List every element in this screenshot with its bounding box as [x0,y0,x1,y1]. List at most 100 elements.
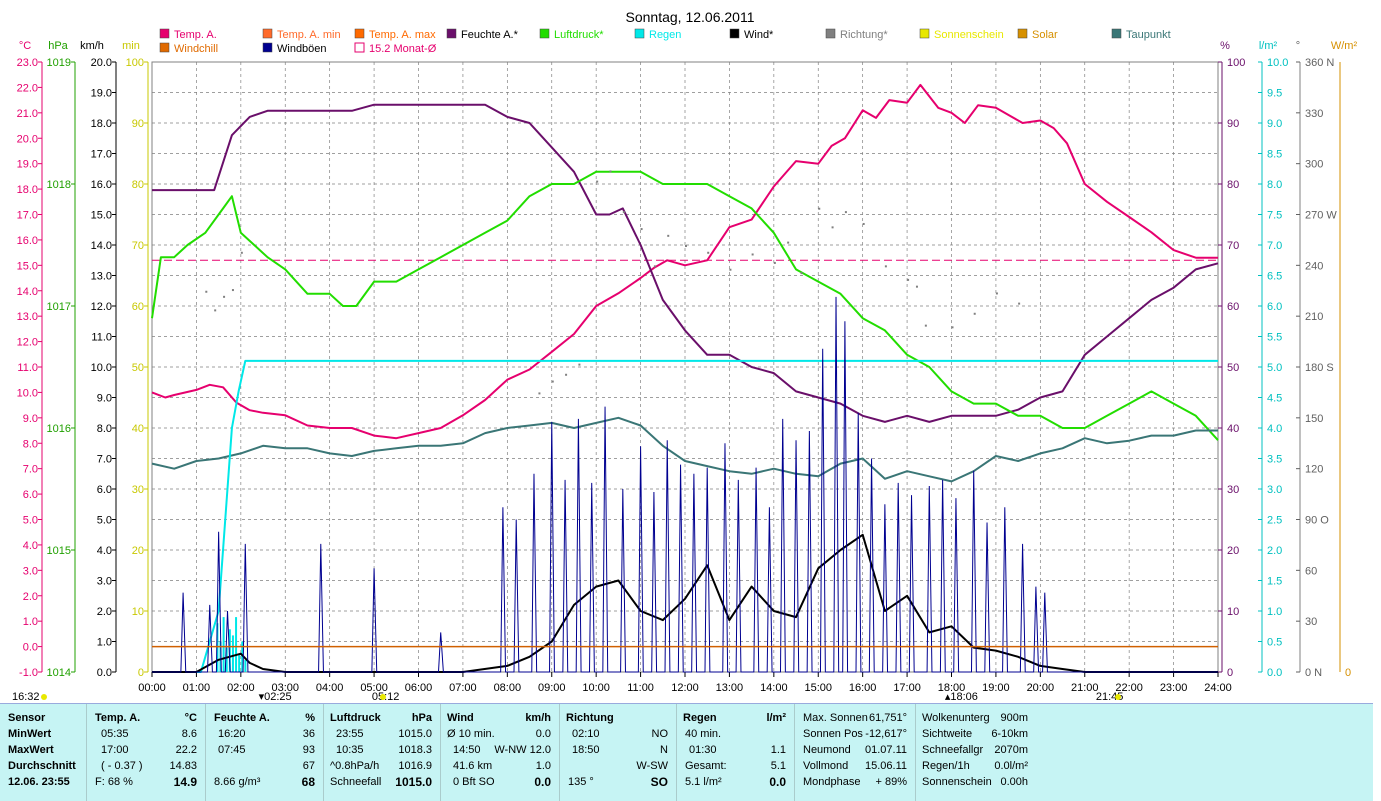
time-tick-22: 22:00 [1115,682,1143,694]
direction-block: Richtung 02:10 NO 18:50 N W-SW 135 ° SO [560,704,677,801]
time-tick-10: 10:00 [582,682,610,694]
temp-tick-4: 19.0 [17,159,38,171]
series-richtung-point-0 [205,290,208,293]
rain-bar-4 [228,629,231,672]
temp-min-value: 8.6 [181,728,197,740]
humidity-tick-10: 0 [1227,667,1233,679]
sun-icon-left [41,694,47,700]
extra-row5-label: Sonnenschein [922,776,992,788]
rain-total-label: Gesamt: [685,760,727,772]
rain-tick-19: 0.5 [1267,637,1282,649]
extra-block: Wolkenunterg 900m Sichtweite 6-10km Schnee… [916,704,1032,801]
series-richtung-point-25 [862,222,865,225]
direction-tick-12: 0 N [1305,667,1322,679]
series-richtung-point-3 [231,289,234,292]
legend-swatch-6 [729,28,740,39]
astro-block: Max. Sonnen 61,751° Sonnen Pos -12,617° Ne… [795,704,916,801]
wind-tick-14: 6.0 [97,484,112,496]
astro-row4-label: Vollmond [803,760,849,772]
humidity-tick-0: 100 [1227,57,1245,69]
rain-tick-5: 7.5 [1267,210,1282,222]
humidity-tick-5: 50 [1227,362,1239,374]
series-richtung-point-19 [773,261,776,264]
legend-swatch-11 [159,42,170,53]
pressure-max-time: 10:35 [336,744,364,756]
extra-row4-value: 0.0l/m² [994,760,1028,772]
rain-tick-11: 4.5 [1267,393,1282,405]
legend-swatch-1 [262,28,273,39]
rain-tick-2: 9.0 [1267,118,1282,130]
rain-bar-0 [216,623,219,672]
series-richtung-point-20 [787,241,790,244]
unit-sun: min [122,40,140,52]
humidity-min-time: 16:20 [218,728,246,740]
temp-tick-22: 1.0 [23,616,38,628]
wind-tick-20: 0.0 [97,667,112,679]
rain-tick-0: 10.0 [1267,57,1288,69]
legend-label-7: Richtung* [840,29,888,41]
pressure-tick-5: 1014 [47,667,71,679]
wind-tick-9: 11.0 [91,332,112,344]
wind-tick-18: 2.0 [97,606,112,618]
time-tick-21: 21:00 [1071,682,1099,694]
time-tick-24: 24:00 [1204,682,1232,694]
wind-max-value: W-NW 12.0 [494,744,551,756]
temp-max-time: 17:00 [101,744,129,756]
wind-tick-10: 10.0 [91,362,112,374]
extra-row2-value: 6-10km [991,728,1028,740]
legend-label-11: Windchill [174,43,218,55]
pressure-unit: hPa [411,712,432,724]
humidity-max-time: 07:45 [218,744,246,756]
series-temp-a [151,83,1218,440]
series-richtung-point-9 [596,180,599,183]
unit-direction: ° [1296,40,1300,52]
pressure-tick-4: 1015 [47,545,71,557]
temp-trend: ( - 0.37 ) [101,760,143,772]
series-richtung-point-11 [622,211,625,214]
series-richtung-point-6 [551,380,554,383]
chart-title: Sonntag, 12.06.2011 [626,9,755,25]
wind-unit: km/h [525,712,551,724]
temp-tick-2: 21.0 [17,108,38,120]
temp-tick-9: 14.0 [17,286,38,298]
sunrise-icon [379,694,386,700]
time-tick-1: 01:00 [183,682,211,694]
astro-row1-label: Max. Sonnen [803,712,868,724]
extra-row3-label: Schneefallgr [922,744,984,756]
rain-total-value: 5.1 [770,760,786,772]
temp-tick-20: 3.0 [23,565,38,577]
series-richtung-point-12 [640,228,643,231]
rain-unit: l/m² [766,712,786,724]
wind-day-avg: 1.0 [535,760,551,772]
temp-tick-23: 0.0 [23,642,38,654]
axes: 23.0 22.0 21.0 20.0 19.0 18.0 17.0 16.0 15.0 14.0… [17,57,1352,694]
humidity-tick-7: 30 [1227,484,1239,496]
humidity-tick-6: 40 [1227,423,1239,435]
sensor-block: Sensor MinWert MaxWert Durchschnitt 12.0… [0,704,87,801]
temp-tick-15: 8.0 [23,438,38,450]
wind-tick-3: 17.0 [91,149,112,161]
direction-row1-time: 02:10 [572,728,600,740]
wind-beaufort: 0 Bft SO [453,776,495,788]
wind-tick-7: 13.0 [91,271,112,283]
sun-tick-4: 60 [132,301,144,313]
series-feuchte-a [152,103,1219,423]
wind-tick-2: 18.0 [91,118,112,130]
legend-swatch-10 [1111,28,1122,39]
temp-tick-14: 9.0 [23,413,38,425]
rain-tick-13: 3.5 [1267,454,1282,466]
wind-tick-12: 8.0 [97,423,112,435]
sun-tick-1: 90 [132,118,144,130]
wind-tick-4: 16.0 [91,179,112,191]
direction-tick-10: 60 [1305,565,1317,577]
legend-label-9: Solar [1032,29,1058,41]
series-windb-en [152,296,1218,673]
rain-period: 5.1 l/m² [685,776,722,788]
temp-tick-19: 4.0 [23,540,38,552]
event-sunset-moon: ▴18:06 [945,691,978,703]
legend-swatch-4 [539,28,550,39]
series-richtung-point-13 [653,265,656,268]
rain-tick-8: 6.0 [1267,301,1282,313]
temp-header: Temp. A. [95,712,141,724]
astro-row2-value: -12,617° [865,728,907,740]
